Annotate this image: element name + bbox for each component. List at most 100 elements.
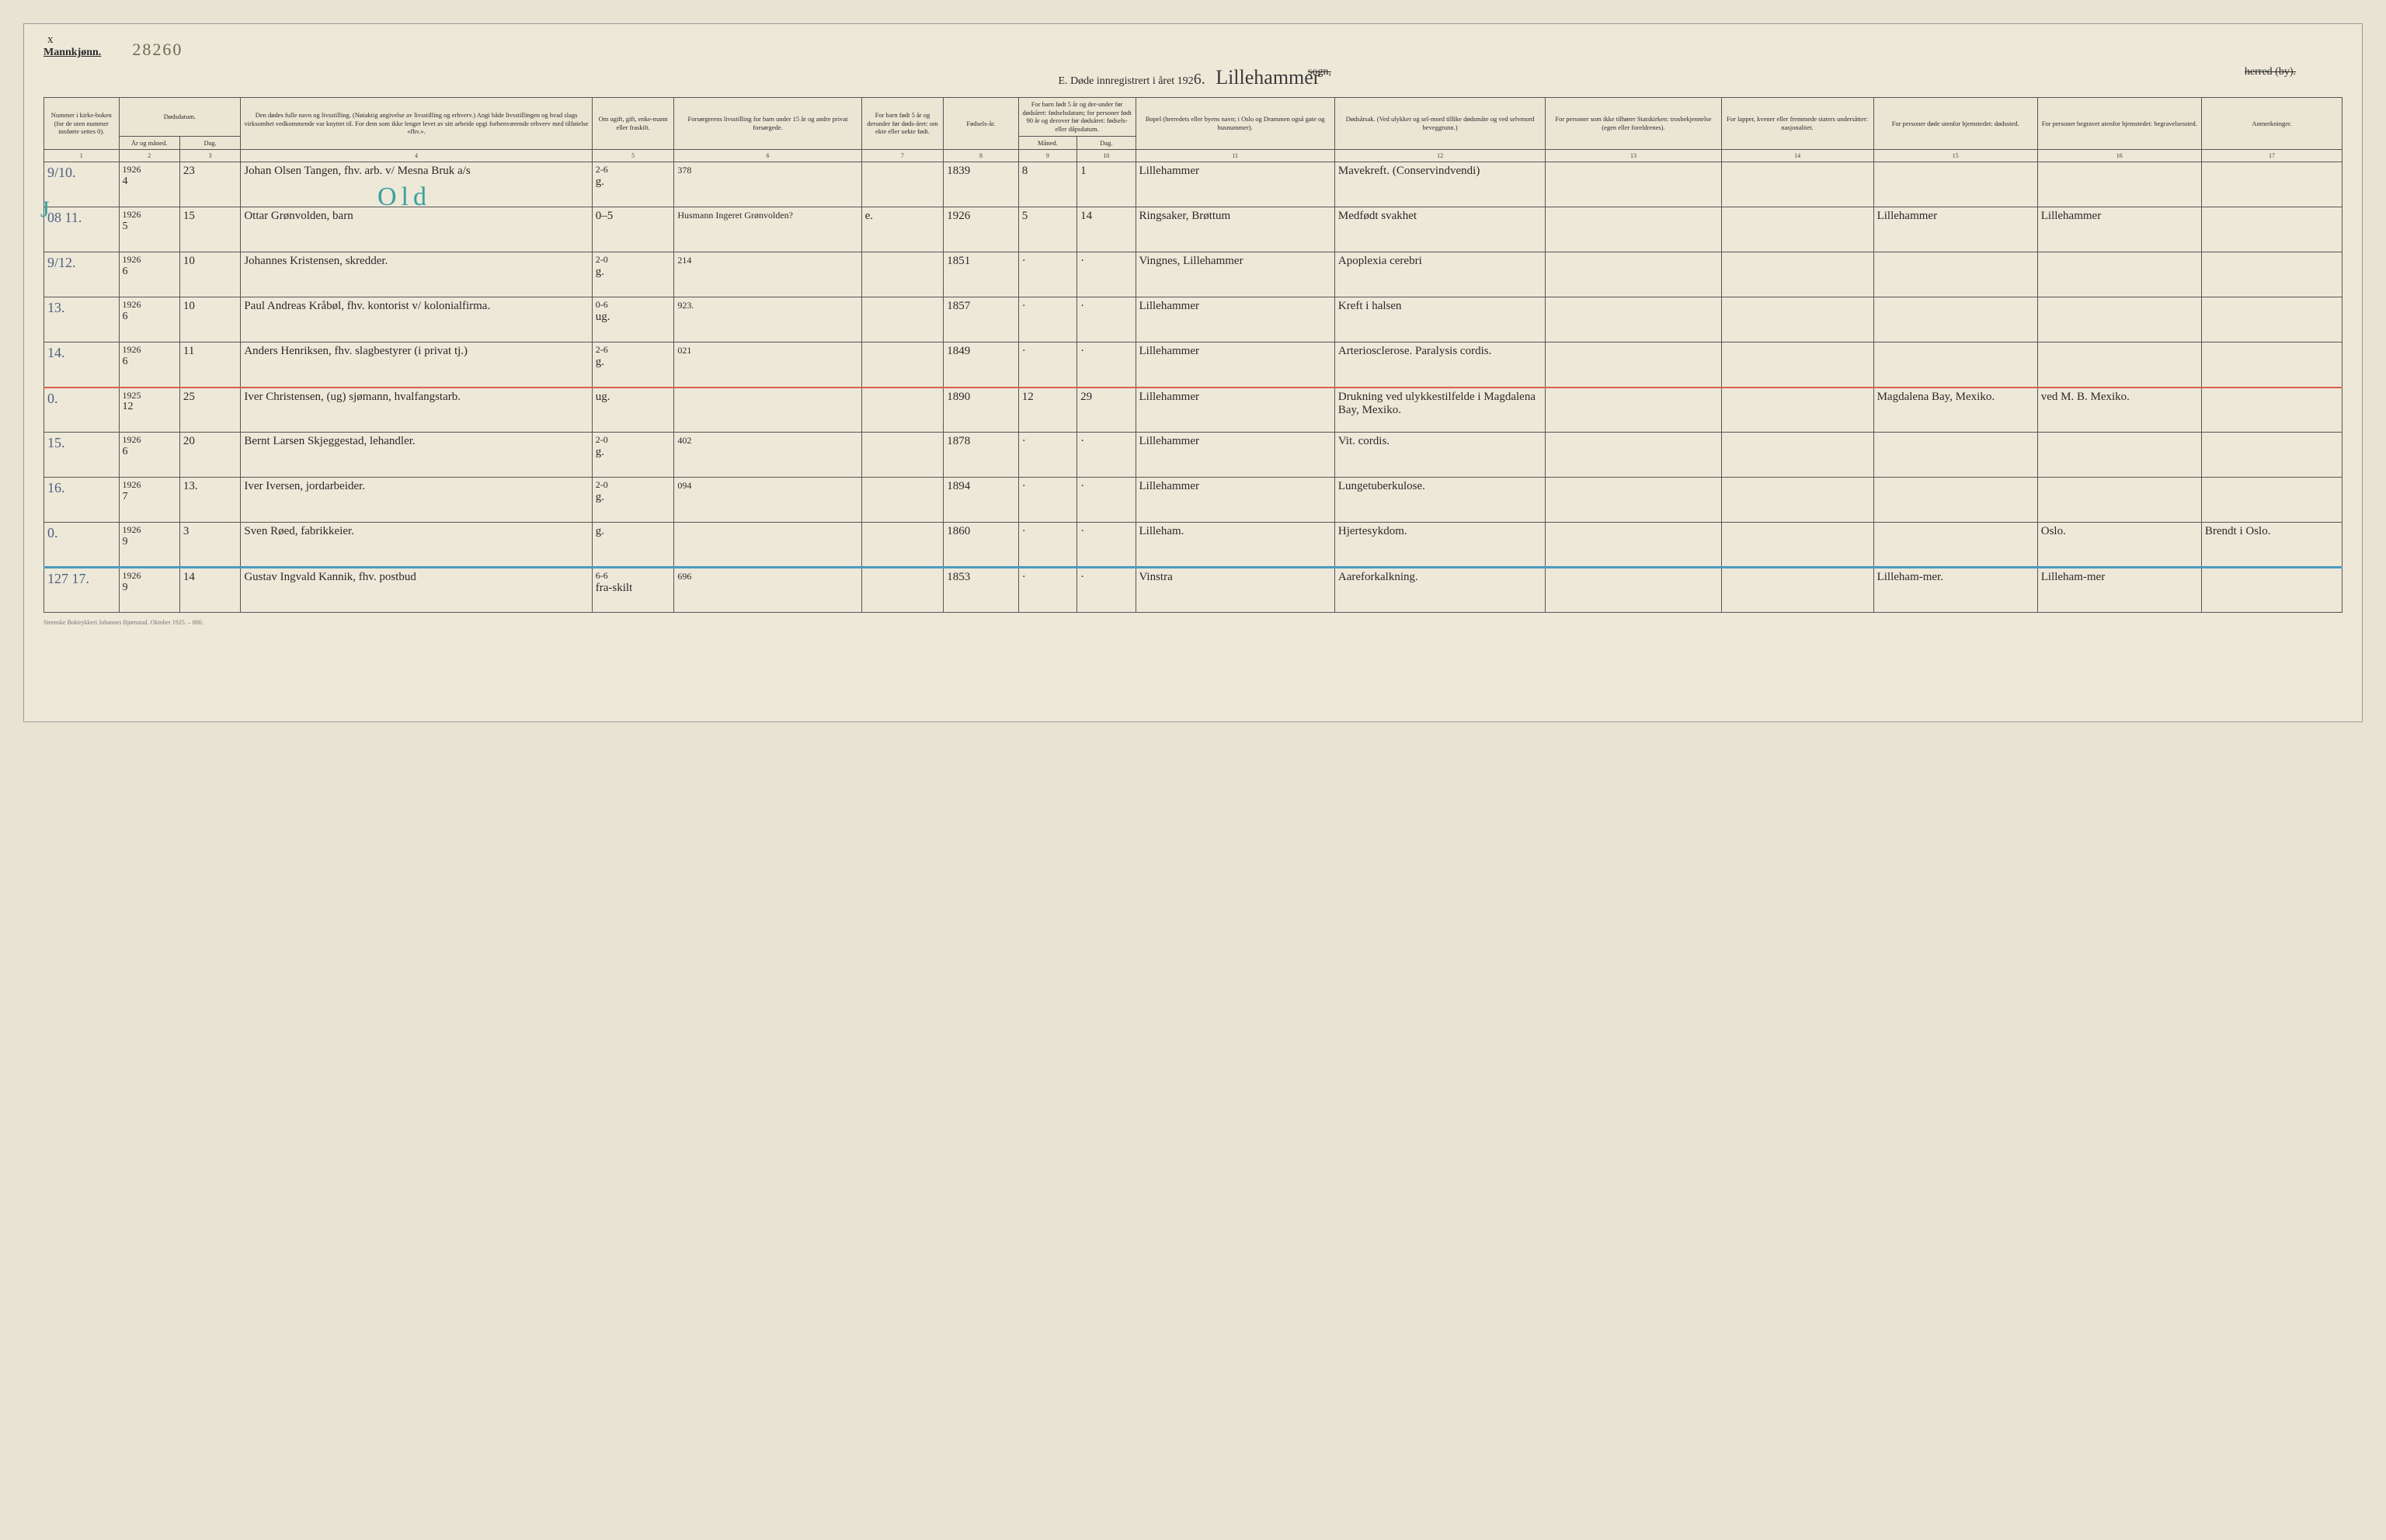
ledger-page: x Mannkjønn. 28260 E. Døde innregistrert… xyxy=(23,23,2363,722)
birth-year: 1890 xyxy=(944,388,1019,433)
provider xyxy=(674,388,861,433)
cause-of-death: Aareforkalkning. xyxy=(1334,568,1545,613)
birth-year: 1860 xyxy=(944,523,1019,568)
residence: Lillehammer xyxy=(1136,297,1334,342)
herred-label: herred (by). xyxy=(2245,66,2296,78)
remarks xyxy=(2201,478,2342,523)
provider: 402 xyxy=(674,433,861,478)
sogn-label: sogn, xyxy=(1308,66,1331,78)
cause-of-death: Arteriosclerose. Paralysis cordis. xyxy=(1334,342,1545,388)
name-occupation: Iver Iversen, jordarbeider. xyxy=(241,478,592,523)
birth-day: · xyxy=(1077,252,1136,297)
death-year-month: 19266 xyxy=(119,297,179,342)
death-year-month: 192512 xyxy=(119,388,179,433)
birth-year: 1851 xyxy=(944,252,1019,297)
birth-day: 29 xyxy=(1077,388,1136,433)
gender-label: Mannkjønn. xyxy=(43,47,101,59)
trosbekjennelse xyxy=(1546,478,1721,523)
name-occupation: Sven Røed, fabrikkeier. xyxy=(241,523,592,568)
ekte xyxy=(861,252,944,297)
corner-x-mark: x xyxy=(47,33,54,47)
remarks xyxy=(2201,433,2342,478)
title-row: E. Døde innregistrert i året 1926. Lille… xyxy=(43,66,2343,89)
ekte xyxy=(861,162,944,207)
civil-status: 0–5 xyxy=(592,207,674,252)
col-remarks: Anmerkninger. xyxy=(2201,98,2342,150)
residence: Ringsaker, Brøttum xyxy=(1136,207,1334,252)
ekte xyxy=(861,568,944,613)
death-day: 23 xyxy=(179,162,240,207)
trosbekjennelse xyxy=(1546,297,1721,342)
provider: 696 xyxy=(674,568,861,613)
remarks xyxy=(2201,388,2342,433)
trosbekjennelse xyxy=(1546,342,1721,388)
col-cause: Dødsårsak. (Ved ulykker og sel-mord till… xyxy=(1334,98,1545,150)
printer-footer: Steenske Boktrykkeri Johannes Bjørnstad.… xyxy=(43,619,2343,626)
cause-of-death: Hjertesykdom. xyxy=(1334,523,1545,568)
ekte xyxy=(861,342,944,388)
provider: 923. xyxy=(674,297,861,342)
residence: Vinstra xyxy=(1136,568,1334,613)
residence: Lilleham. xyxy=(1136,523,1334,568)
entry-number: 13. xyxy=(44,297,120,342)
col-born5b-m: Måned. xyxy=(1018,136,1076,150)
death-day: 25 xyxy=(179,388,240,433)
page-number-handwritten: 28260 xyxy=(132,40,183,60)
table-row: 14.1926611Anders Henriksen, fhv. slagbes… xyxy=(44,342,2343,388)
header-row: Mannkjønn. 28260 xyxy=(43,40,2343,60)
col-date-year: År og måned. xyxy=(119,136,179,150)
cause-of-death: Vit. cordis. xyxy=(1334,433,1545,478)
civil-status: 2-6g. xyxy=(592,162,674,207)
register-table: Nummer i kirke-boken (for de uten nummer… xyxy=(43,97,2343,613)
cause-of-death: Lungetuberkulose. xyxy=(1334,478,1545,523)
death-year-month: 19266 xyxy=(119,433,179,478)
died-outside: Lillehammer xyxy=(1873,207,2037,252)
died-outside: Magdalena Bay, Mexiko. xyxy=(1873,388,2037,433)
trosbekjennelse xyxy=(1546,523,1721,568)
col-notstate: For personer som ikke tilhører Statskirk… xyxy=(1546,98,1721,150)
nasjonalitet xyxy=(1721,523,1873,568)
birth-month: · xyxy=(1018,478,1076,523)
ekte xyxy=(861,297,944,342)
buried-outside xyxy=(2037,478,2201,523)
entry-number: 16. xyxy=(44,478,120,523)
buried-outside: ved M. B. Mexiko. xyxy=(2037,388,2201,433)
civil-status: 6-6fra-skilt xyxy=(592,568,674,613)
col-num: Nummer i kirke-boken (for de uten nummer… xyxy=(44,98,120,150)
birth-day: · xyxy=(1077,342,1136,388)
ekte xyxy=(861,478,944,523)
table-row: 13.1926610Paul Andreas Kråbøl, fhv. kont… xyxy=(44,297,2343,342)
residence: Lillehammer xyxy=(1136,478,1334,523)
death-year-month: 19269 xyxy=(119,568,179,613)
col-name: Den dødes fulle navn og livsstilling. (N… xyxy=(241,98,592,150)
birth-day: · xyxy=(1077,433,1136,478)
residence: Lillehammer xyxy=(1136,388,1334,433)
death-year-month: 19265 xyxy=(119,207,179,252)
table-row: 9/12.1926610Johannes Kristensen, skredde… xyxy=(44,252,2343,297)
birth-month: 12 xyxy=(1018,388,1076,433)
remarks xyxy=(2201,297,2342,342)
remarks xyxy=(2201,207,2342,252)
birth-month: · xyxy=(1018,568,1076,613)
cause-of-death: Kreft i halsen xyxy=(1334,297,1545,342)
nasjonalitet xyxy=(1721,433,1873,478)
col-born5: For barn født 5 år og derunder før døds-… xyxy=(861,98,944,150)
died-outside xyxy=(1873,162,2037,207)
col-provider: Forsørgerens livsstilling for barn under… xyxy=(674,98,861,150)
trosbekjennelse xyxy=(1546,162,1721,207)
death-day: 11 xyxy=(179,342,240,388)
buried-outside xyxy=(2037,297,2201,342)
entry-number: 127 17. xyxy=(44,568,120,613)
entry-number: 08 11. xyxy=(44,207,120,252)
title-year-digit: 6. xyxy=(1194,71,1205,88)
residence: Lillehammer xyxy=(1136,162,1334,207)
title-place: Lillehammer xyxy=(1216,66,1320,89)
table-row: 9/10.1926423Johan Olsen Tangen, fhv. arb… xyxy=(44,162,2343,207)
died-outside xyxy=(1873,342,2037,388)
name-occupation: Ottar Grønvolden, barn xyxy=(241,207,592,252)
cause-of-death: Mavekreft. (Conservindvendi) xyxy=(1334,162,1545,207)
table-row: 0.19251225Iver Christensen, (ug) sjømann… xyxy=(44,388,2343,433)
title-prefix: E. Døde innregistrert i året 192 xyxy=(1059,75,1194,87)
col-born5b-d: Dag. xyxy=(1077,136,1136,150)
entry-number: 0. xyxy=(44,388,120,433)
